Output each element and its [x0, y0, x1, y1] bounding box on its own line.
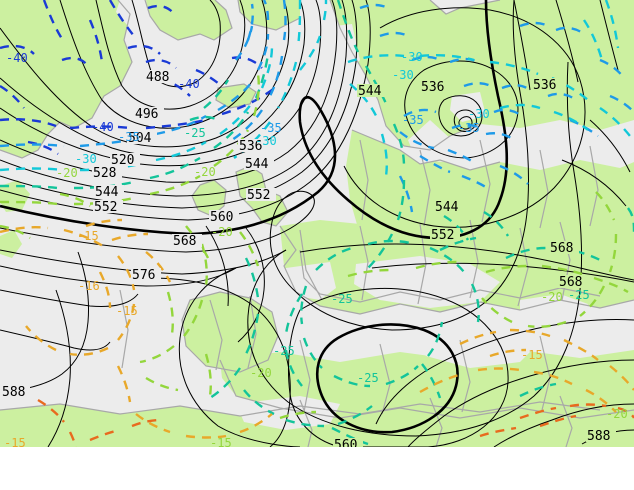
- temp-label: -25: [568, 288, 590, 302]
- temp-label: -35: [118, 130, 140, 144]
- height-label: 552: [431, 228, 454, 243]
- temp-label: -40: [6, 51, 28, 65]
- temp-label: -15: [521, 348, 543, 362]
- temp-label: -15: [210, 436, 232, 447]
- temp-label: -20: [606, 407, 628, 421]
- map-svg: 488 496 504 520 528 544 552: [0, 0, 634, 447]
- height-label: 536: [421, 80, 444, 95]
- temp-label: -25: [184, 126, 206, 140]
- height-label: 568: [173, 234, 196, 249]
- height-label: 544: [245, 157, 269, 172]
- temp-label: -20: [56, 166, 78, 180]
- temp-label: -16: [78, 279, 100, 293]
- height-label: 576: [132, 268, 155, 283]
- temp-label: -20: [194, 165, 216, 179]
- height-label: 544: [358, 84, 382, 99]
- temp-label: -40: [178, 77, 200, 91]
- temp-contour-m35: [0, 0, 634, 213]
- temp-label: -30: [401, 50, 423, 64]
- temp-contour-m15: [0, 218, 634, 439]
- temp-label: -20: [250, 366, 272, 380]
- temp-label: -30: [75, 152, 97, 166]
- height-label: 552: [94, 200, 117, 215]
- height-label: 536: [533, 78, 556, 93]
- height-label: 560: [334, 438, 357, 447]
- temperature-contour-labels: -40 -40 -40 -35 -30 -25 -20 -20 -35 -30 …: [4, 50, 628, 447]
- height-label: 520: [111, 153, 134, 168]
- height-label: 488: [146, 70, 169, 85]
- height-label: 588: [587, 429, 610, 444]
- height-label: 560: [210, 210, 233, 225]
- temp-label: -35: [402, 113, 424, 127]
- temp-label: -15: [4, 436, 26, 447]
- temp-label: -30: [255, 134, 277, 148]
- temp-label: -20: [541, 290, 563, 304]
- height-label: 544: [95, 185, 119, 200]
- map-footer: Height/Temp. 500 hPa [gdmp][°C] ECMWF Su…: [0, 447, 634, 490]
- height-label: 568: [559, 275, 582, 290]
- height-label: 544: [435, 200, 459, 215]
- temp-label: -30: [392, 68, 414, 82]
- height-label: 504: [128, 131, 152, 146]
- temp-label: -15: [77, 229, 99, 243]
- height-label: 528: [93, 166, 116, 181]
- temp-label: -15: [116, 304, 138, 318]
- height-label: 588: [2, 385, 25, 400]
- temp-label: -35: [260, 121, 282, 135]
- temp-contour-m40: [0, 0, 273, 155]
- map-canvas[interactable]: 488 496 504 520 528 544 552: [0, 0, 634, 447]
- temp-label: -25: [273, 344, 295, 358]
- temp-label: -25: [357, 371, 379, 385]
- height-label: 536: [239, 139, 262, 154]
- temp-label: -40: [92, 120, 114, 134]
- temp-label: -20: [211, 225, 233, 239]
- temp-label: -30: [468, 107, 490, 121]
- height-label: 568: [550, 241, 573, 256]
- height-label: 552: [247, 188, 270, 203]
- height-contour-labels: 488 496 504 520 528 544 552: [0, 70, 616, 447]
- temp-contour-m10: [0, 390, 634, 447]
- temp-label: -25: [331, 292, 353, 306]
- coastlines-and-borders: [0, 0, 634, 447]
- height-label: 496: [135, 107, 158, 122]
- temp-label: -35: [458, 121, 480, 135]
